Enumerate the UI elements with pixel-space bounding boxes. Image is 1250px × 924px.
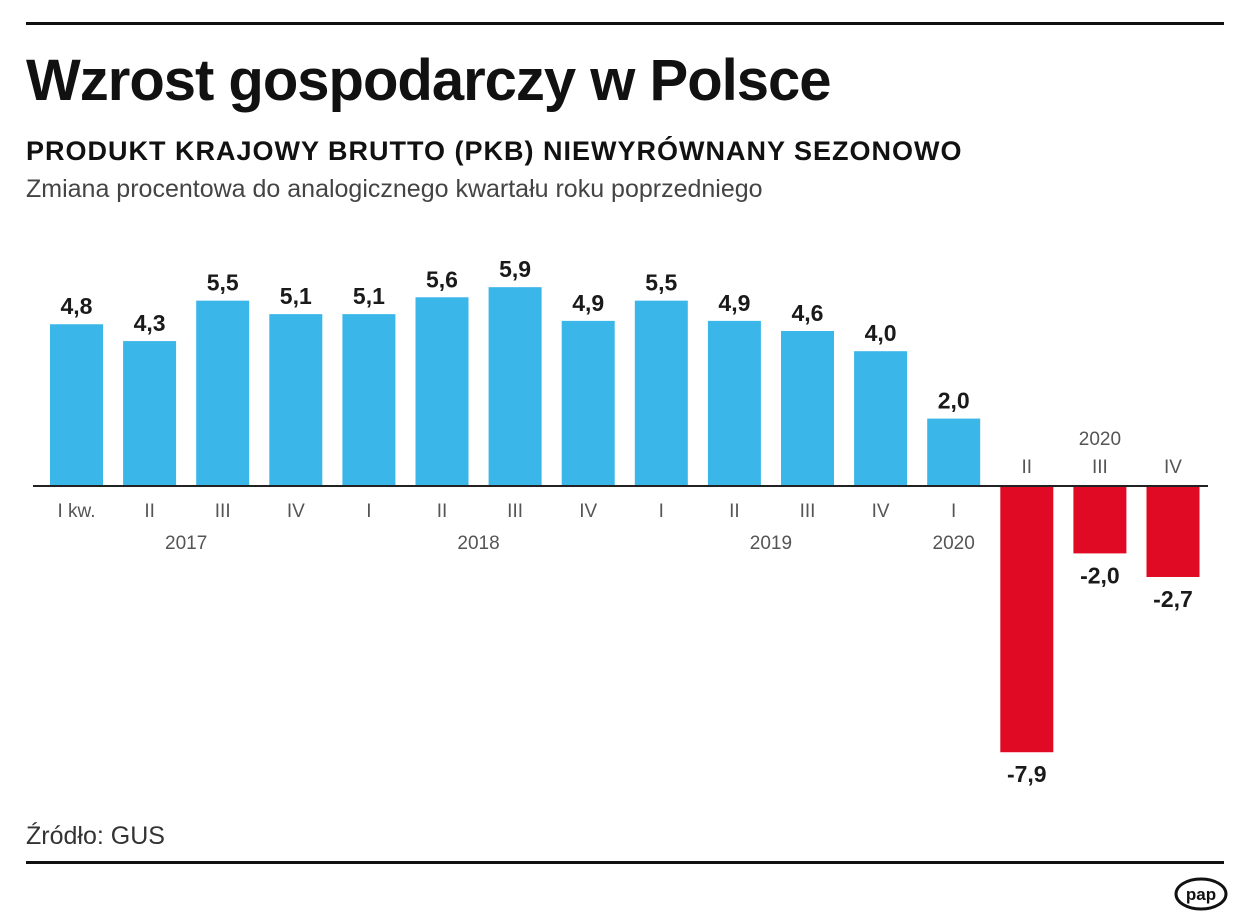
value-label-5: 5,6 [426,266,458,292]
bar-12 [927,418,981,486]
quarter-label-12: I [951,501,956,522]
quarter-label-5: II [437,501,448,522]
bar-8 [634,300,688,486]
value-label-12: 2,0 [938,388,970,414]
year-label-3: 2020 [933,533,975,554]
bar-15 [1146,486,1200,577]
bar-10 [781,330,834,486]
value-label-4: 5,1 [353,283,385,309]
value-label-2: 5,5 [207,270,239,296]
year-label-4: 2020 [1079,429,1121,450]
value-label-6: 5,9 [499,256,531,282]
bar-14 [1073,486,1127,554]
quarter-label-11: IV [872,501,890,522]
quarter-label-1: II [144,501,155,522]
value-label-11: 4,0 [865,320,897,346]
chart-title: Wzrost gospodarczy w Polsce [26,48,832,113]
bar-6 [488,287,542,486]
bar-1 [123,341,177,486]
quarter-label-3: IV [287,501,305,522]
top-rule [26,22,1224,25]
pap-logo-text: pap [1186,885,1216,904]
value-label-14: -2,0 [1080,562,1120,588]
chart-subtitle: PRODUKT KRAJOWY BRUTTO (PKB) NIEWYRÓWNAN… [26,136,963,166]
bar-2 [196,300,250,486]
value-label-3: 5,1 [280,283,312,309]
quarter-label-14: III [1092,457,1108,478]
value-label-0: 4,8 [61,293,93,319]
bar-11 [854,351,908,486]
quarter-label-10: III [800,501,816,522]
year-label-2: 2019 [750,533,792,554]
quarter-label-4: I [366,501,371,522]
quarter-label-0: I kw. [57,501,95,522]
source-note: Źródło: GUS [26,822,165,850]
value-label-10: 4,6 [792,300,824,326]
quarter-label-8: I [659,501,664,522]
value-label-1: 4,3 [134,310,166,336]
quarter-label-6: III [507,501,523,522]
value-label-15: -2,7 [1153,586,1193,612]
quarter-label-15: IV [1164,457,1182,478]
bottom-rule [26,861,1224,864]
year-label-1: 2018 [457,533,499,554]
quarter-label-13: II [1022,457,1033,478]
year-label-0: 2017 [165,533,207,554]
quarter-label-2: III [215,501,231,522]
bar-5 [415,297,469,486]
value-label-7: 4,9 [572,290,604,316]
value-label-8: 5,5 [645,270,677,296]
bar-13 [1000,486,1054,753]
bar-3 [269,314,323,486]
value-label-13: -7,9 [1007,761,1047,787]
chart-description: Zmiana procentowa do analogicznego kwart… [26,175,763,203]
bar-7 [561,320,615,486]
value-label-9: 4,9 [718,290,750,316]
quarter-label-9: II [729,501,740,522]
bar-4 [342,314,396,486]
pap-logo: pap [1174,877,1228,911]
bar-0 [50,324,103,486]
bar-9 [707,320,761,486]
quarter-label-7: IV [579,501,597,522]
